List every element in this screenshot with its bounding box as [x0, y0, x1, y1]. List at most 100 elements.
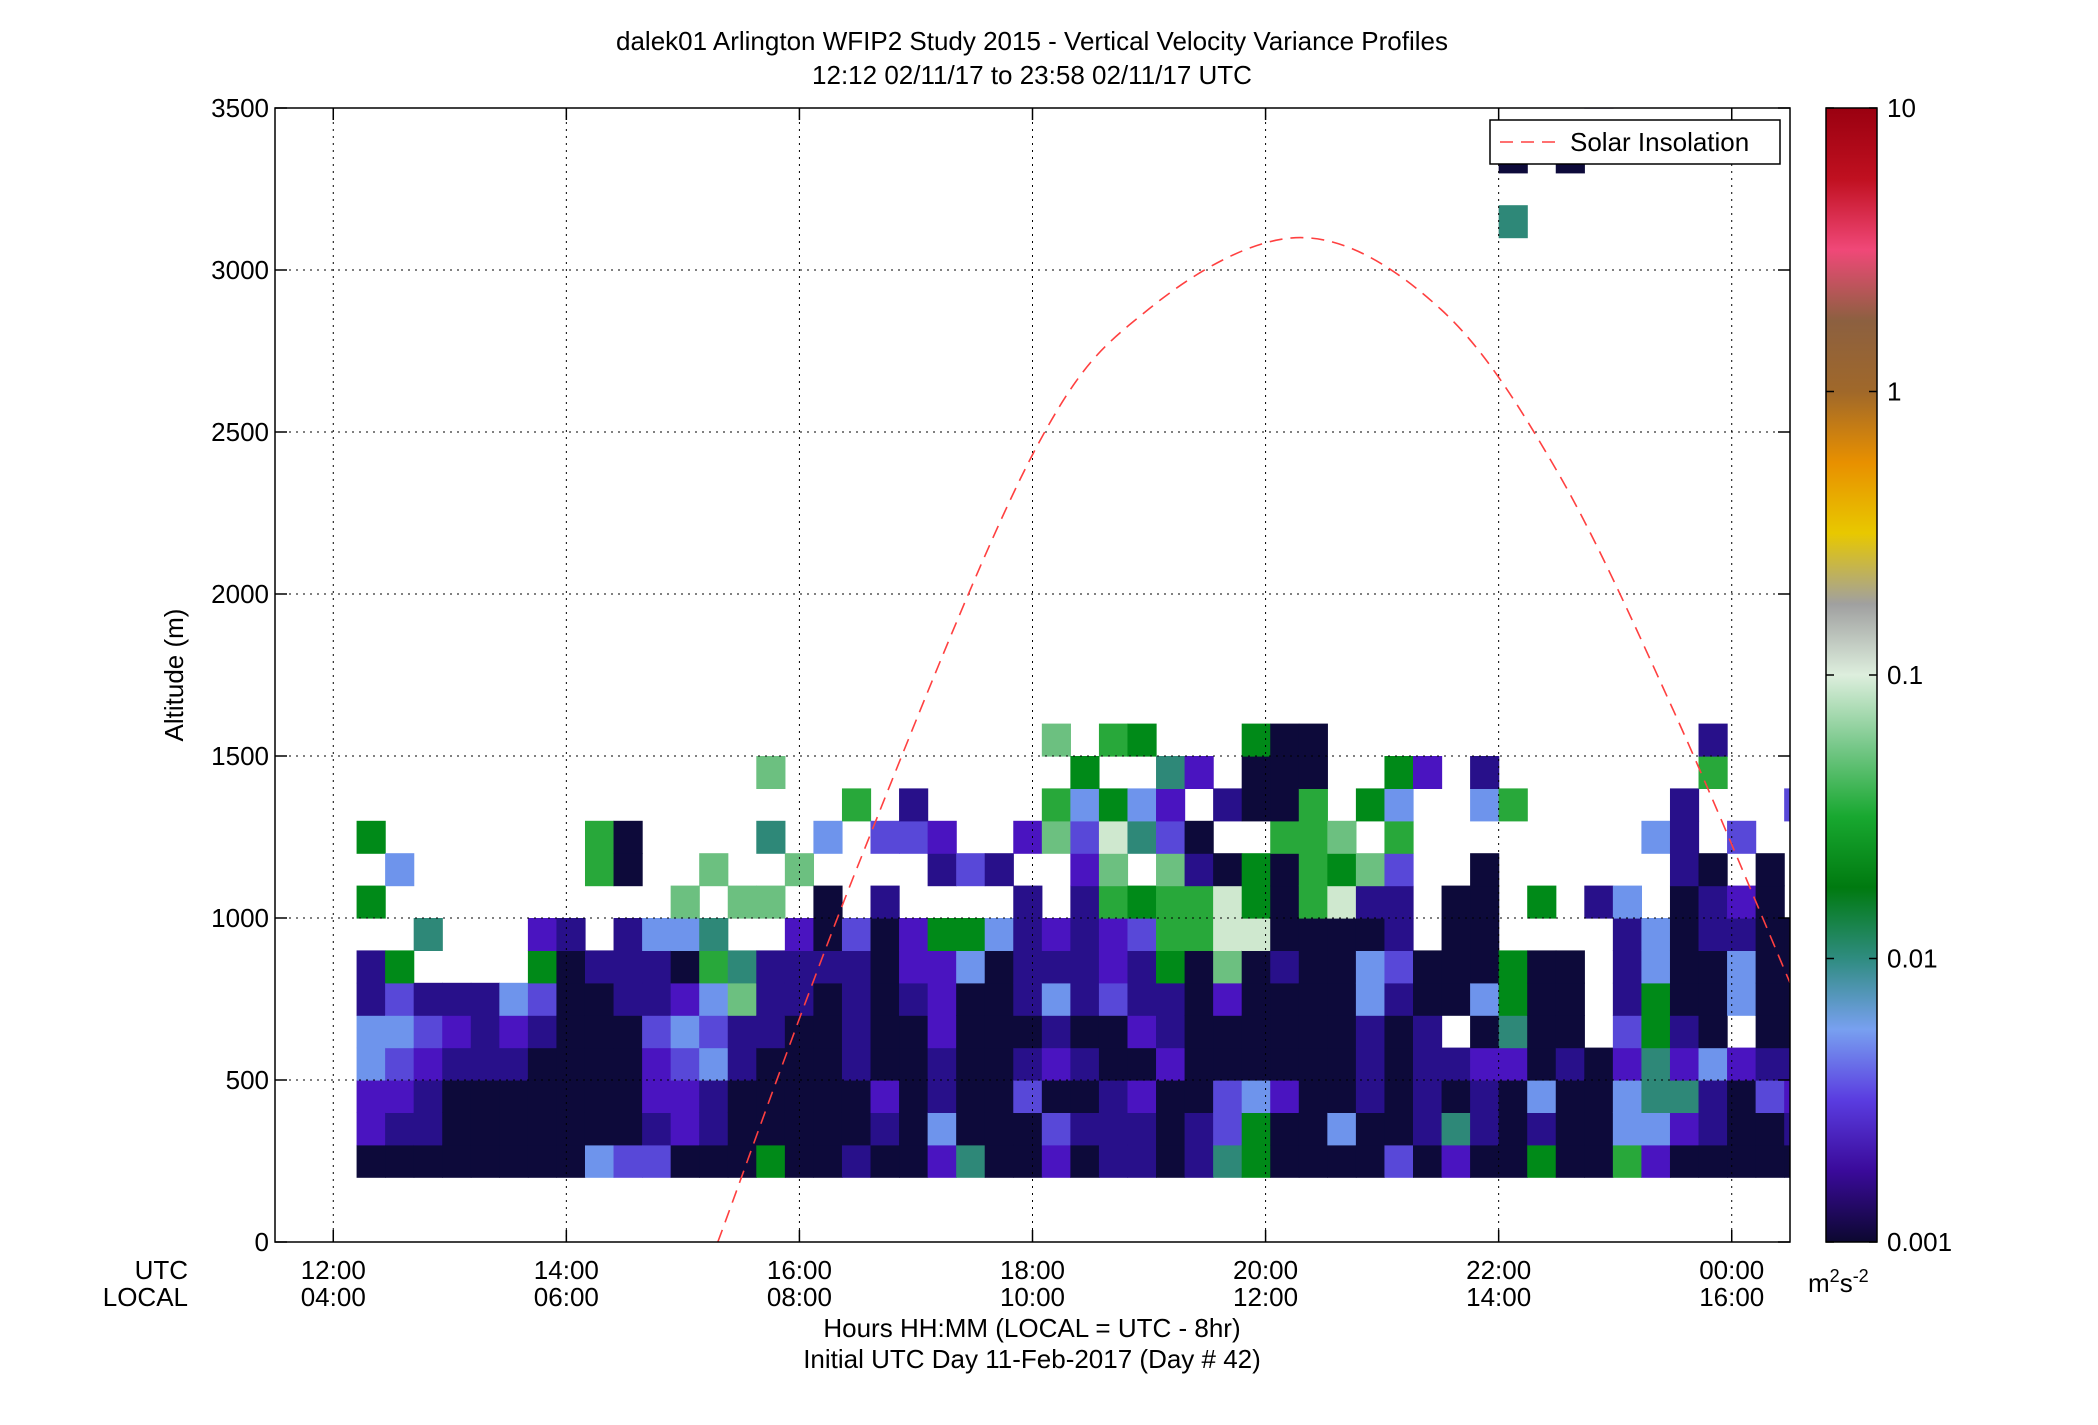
heatmap-cell — [756, 756, 786, 789]
heatmap-cell — [556, 950, 586, 984]
y-tick-labels: 0 500 1000 1500 2000 2500 3000 3500 — [211, 93, 269, 1257]
heatmap-cell — [813, 982, 843, 1016]
colorbar-tick-label: 0.01 — [1887, 944, 1938, 974]
heatmap-cell — [1270, 1047, 1300, 1081]
heatmap-cell — [1441, 918, 1471, 951]
heatmap-cell — [356, 1015, 386, 1049]
heatmap-cell — [1127, 950, 1157, 984]
heatmap-cell — [870, 1144, 900, 1178]
heatmap-cell — [699, 853, 729, 887]
heatmap-cell — [1641, 1047, 1671, 1081]
heatmap-cell — [870, 1080, 900, 1113]
heatmap-cell — [1270, 918, 1300, 951]
heatmap-cell — [356, 1047, 386, 1081]
heatmap-cell — [470, 982, 500, 1016]
heatmap-cell — [813, 820, 843, 854]
heatmap-cell — [1670, 0, 1699, 11]
heatmap-cell — [356, 885, 386, 919]
x-row-label-utc: UTC — [135, 1255, 188, 1285]
colorbar: 0.001 0.01 0.1 1 10 m2s-2 — [1808, 93, 1952, 1298]
heatmap-cell — [1327, 918, 1357, 951]
heatmap-cell — [1270, 820, 1300, 854]
heatmap-cell — [1470, 1144, 1500, 1178]
heatmap-cell — [1784, 982, 1790, 1016]
heatmap-cell — [1327, 982, 1357, 1016]
heatmap-cell — [356, 820, 386, 854]
heatmap-cell — [413, 918, 443, 951]
heatmap-cell — [356, 982, 386, 1016]
heatmap-cell — [1498, 1015, 1528, 1049]
heatmap-cell — [1098, 1047, 1129, 1081]
heatmap-cell — [1470, 1047, 1500, 1081]
heatmap-cell — [956, 853, 986, 887]
heatmap-cell — [1213, 1112, 1243, 1146]
heatmap-cell — [1270, 1015, 1300, 1049]
heatmap-cell — [813, 950, 843, 984]
heatmap-cell — [499, 1015, 529, 1049]
heatmap-cell — [1641, 0, 1670, 11]
heatmap-cell — [556, 1047, 586, 1081]
heatmap-cell — [1013, 885, 1043, 919]
heatmap-cell — [1612, 1144, 1643, 1178]
heatmap-cell — [499, 982, 529, 1016]
heatmap-cell — [1641, 1015, 1671, 1049]
heatmap-cell — [1041, 1080, 1071, 1113]
heatmap-cell — [442, 1112, 472, 1146]
heatmap-cell — [1384, 1112, 1414, 1146]
x-axis-label: Hours HH:MM (LOCAL = UTC - 8hr) — [823, 1313, 1240, 1343]
heatmap-cell — [1355, 853, 1386, 887]
heatmap-cell — [556, 1080, 586, 1113]
heatmap-cell — [927, 1144, 957, 1178]
heatmap-cell — [1355, 1080, 1386, 1113]
heatmap-cell — [927, 1015, 957, 1049]
heatmap-cell — [1355, 950, 1386, 984]
heatmap-cell — [984, 853, 1014, 887]
heatmap-cell — [1384, 1144, 1414, 1178]
heatmap-cell — [670, 918, 700, 951]
heatmap-cell — [613, 853, 643, 887]
heatmap-cell — [1555, 1047, 1585, 1081]
heatmap-cell — [1669, 918, 1700, 951]
heatmap-cell — [927, 820, 957, 854]
heatmap-cell — [1555, 950, 1585, 984]
heatmap-cell — [1156, 853, 1186, 887]
heatmap-cell — [1184, 1015, 1214, 1049]
heatmap-cell — [1441, 1080, 1471, 1113]
heatmap-cell — [527, 918, 558, 951]
heatmap-cell — [642, 1047, 672, 1081]
heatmap-cell — [385, 950, 415, 984]
heatmap-cell — [1327, 853, 1357, 887]
heatmap-cell — [1156, 1047, 1186, 1081]
heatmap-cell — [527, 1112, 558, 1146]
heatmap-cell — [1098, 950, 1129, 984]
heatmap-cell — [499, 1080, 529, 1113]
heatmap-cell — [1327, 820, 1357, 854]
colorbar-ticks: 0.001 0.01 0.1 1 10 — [1826, 93, 1952, 1257]
heatmap-cell — [1584, 43, 1613, 76]
heatmap-cell — [1298, 918, 1328, 951]
heatmap-cell — [870, 982, 900, 1016]
heatmap-cell — [1241, 885, 1271, 919]
heatmap-cell — [1470, 1015, 1500, 1049]
heatmap-cell — [642, 1144, 672, 1178]
heatmap-cell — [1327, 1080, 1357, 1113]
heatmap-cell — [727, 1015, 757, 1049]
heatmap-cell — [1127, 982, 1157, 1016]
heatmap-cell — [727, 1047, 757, 1081]
heatmap-cell — [1527, 1080, 1557, 1113]
heatmap-cell — [1384, 1080, 1414, 1113]
heatmap-cell — [1298, 1144, 1328, 1178]
heatmap-cell — [413, 1047, 443, 1081]
heatmap-cell — [470, 1015, 500, 1049]
heatmap-cell — [1498, 1047, 1528, 1081]
heatmap-cell — [1241, 982, 1271, 1016]
heatmap-cell — [1156, 950, 1186, 984]
heatmap-cell — [1241, 788, 1271, 822]
heatmap-cell — [1098, 723, 1129, 757]
heatmap-cell — [727, 1144, 757, 1178]
y-tick-label: 3500 — [211, 93, 269, 123]
heatmap-cell — [499, 1047, 529, 1081]
heatmap-cell — [1213, 1047, 1243, 1081]
heatmap-cell — [584, 1144, 615, 1178]
heatmap-cell — [1755, 1080, 1785, 1113]
